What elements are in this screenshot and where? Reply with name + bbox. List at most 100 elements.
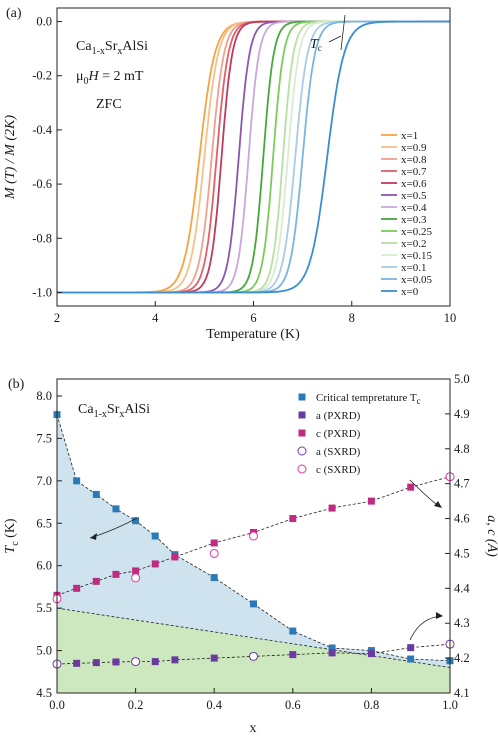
tc-point	[92, 490, 100, 498]
legend-label: c (PXRD)	[316, 428, 361, 440]
a-pxrd-point	[210, 654, 218, 662]
left-tick-label: 5.0	[36, 644, 52, 658]
x-tick-label: 0.4	[206, 698, 222, 712]
panel-b-right-ticks: 4.1 4.2 4.3 4.4 4.5 4.6 4.7 4.8 4.9 5.0	[445, 372, 470, 700]
legend-label: x=0.9	[401, 142, 427, 154]
right-tick-label: 4.6	[454, 512, 470, 526]
legend-label: x=0.25	[401, 226, 432, 238]
panel-a-y-axis-label: M (T) / M (2K)	[3, 115, 18, 200]
a-pxrd-point	[92, 659, 100, 667]
tc-point	[328, 644, 336, 652]
c-pxrd-point	[112, 570, 120, 578]
a-sxrd-point	[131, 657, 141, 667]
legend-label: a (PXRD)	[316, 410, 361, 422]
y-tick-label: 0.0	[36, 15, 52, 29]
legend-marker	[298, 411, 306, 419]
panel-b-label: (b)	[8, 377, 25, 392]
right-tick-label: 4.5	[454, 546, 470, 560]
curve-x=0	[57, 20, 450, 294]
a-pxrd-point	[151, 658, 159, 666]
a-pxrd-point	[171, 656, 179, 664]
y-tick-label: -1.0	[32, 285, 52, 299]
panel-a-y-ticks: 0.0 -0.2 -0.4 -0.6 -0.8 -1.0	[32, 15, 62, 299]
panel-a: (a) 2 4 6 8 10 0.0 -0.2 -0.4 -0.6 -0.8 -1.0 Tempe…	[3, 6, 456, 342]
legend-label: x=0.6	[401, 178, 427, 190]
left-tick-label: 5.5	[36, 601, 52, 615]
panel-b-right-axis-label: a, c (Å)	[484, 515, 498, 557]
legend-label: c (SXRD)	[316, 464, 361, 476]
x-tick-label: 4	[152, 311, 159, 325]
c-sxrd-point	[209, 548, 219, 558]
tc-point	[112, 505, 120, 513]
c-pxrd-point	[73, 584, 81, 592]
legend-label: x=0.2	[401, 238, 426, 250]
legend-label: x=0.4	[401, 202, 427, 214]
panel-b: (b) 0.0 0.2 0.4 0.6 0.8 1.0 4.5 5.0 5.5 6.0 6.5 7.…	[3, 372, 498, 736]
a-pxrd-point	[367, 650, 375, 658]
left-tick-label: 6.0	[36, 559, 52, 573]
tc-point	[210, 574, 218, 582]
legend-label: x=0.8	[401, 154, 427, 166]
c-pxrd-point	[407, 483, 415, 491]
panel-a-legend: x=1x=0.9x=0.8x=0.7x=0.6x=0.5x=0.4x=0.3x=…	[381, 130, 432, 298]
tc-point	[151, 532, 159, 540]
panel-b-left-axis-label: Tc (K)	[3, 518, 21, 554]
legend-label: x=0.7	[401, 166, 427, 178]
x-tick-label: 1.0	[442, 698, 458, 712]
legend-label: Critical tempretature Tc	[316, 392, 421, 406]
tc-point	[250, 600, 257, 608]
boundary-dashed-line	[56, 607, 451, 668]
y-tick-label: -0.4	[32, 123, 53, 137]
x-tick-label: 0.0	[49, 698, 65, 712]
y-tick-label: -0.6	[32, 177, 52, 191]
tc-point	[73, 477, 81, 485]
x-tick-label: 8	[349, 311, 355, 325]
x-tick-label: 0.6	[285, 698, 301, 712]
panel-b-arrow-right-axis-2-head	[436, 612, 443, 619]
x-tick-label: 0.8	[364, 698, 380, 712]
blue-region	[57, 414, 450, 668]
c-pxrd-point	[367, 497, 375, 505]
right-tick-label: 4.7	[454, 477, 470, 491]
right-tick-label: 4.9	[454, 407, 470, 421]
panel-b-legend: Critical tempretature Tc a (PXRD) c (PXRD)…	[297, 392, 421, 476]
c-pxrd-point	[210, 539, 218, 547]
tc-point	[407, 655, 415, 663]
right-tick-label: 5.0	[454, 372, 470, 386]
a-sxrd-point	[249, 651, 258, 661]
right-tick-label: 4.2	[454, 651, 470, 665]
panel-b-arrow-right-axis-1-head	[434, 501, 442, 508]
panel-a-compound-label: Ca1-xSrxAlSi	[76, 39, 148, 57]
right-tick-label: 4.4	[454, 581, 470, 595]
left-tick-label: 7.0	[36, 474, 52, 488]
right-tick-label: 4.8	[454, 442, 470, 456]
panel-b-arrow-right-axis-2	[409, 615, 442, 641]
panel-b-shaded-regions	[57, 414, 450, 693]
panel-a-x-ticks: 2 4 6 8 10	[54, 301, 456, 325]
right-tick-label: 4.3	[454, 616, 470, 630]
x-tick-label: 2	[54, 311, 60, 325]
panel-b-x-ticks: 0.0 0.2 0.4 0.6 0.8 1.0	[49, 688, 458, 712]
c-pxrd-point	[92, 577, 100, 585]
c-pxrd-point	[132, 567, 140, 575]
legend-marker	[298, 429, 306, 437]
panel-b-compound-label: Ca1-xSrxAlSi	[78, 402, 150, 420]
a-pxrd-point	[328, 649, 336, 657]
c-pxrd-point	[151, 560, 159, 568]
a-pxrd-point	[407, 644, 415, 652]
left-tick-label: 4.5	[36, 686, 52, 700]
c-pxrd-point	[289, 515, 297, 523]
legend-label: x=0	[401, 286, 419, 298]
legend-marker	[298, 393, 306, 401]
curve-x=0.3	[57, 20, 450, 294]
panel-a-label: (a)	[6, 6, 22, 21]
panel-b-frame	[56, 378, 451, 694]
panel-b-arrow-left-axis-head	[90, 533, 97, 540]
legend-label: x=1	[401, 130, 418, 142]
x-tick-label: 6	[250, 311, 256, 325]
legend-marker	[297, 464, 307, 474]
a-pxrd-point	[73, 659, 81, 667]
a-pxrd-point	[289, 651, 297, 659]
legend-label: a (SXRD)	[316, 446, 361, 458]
